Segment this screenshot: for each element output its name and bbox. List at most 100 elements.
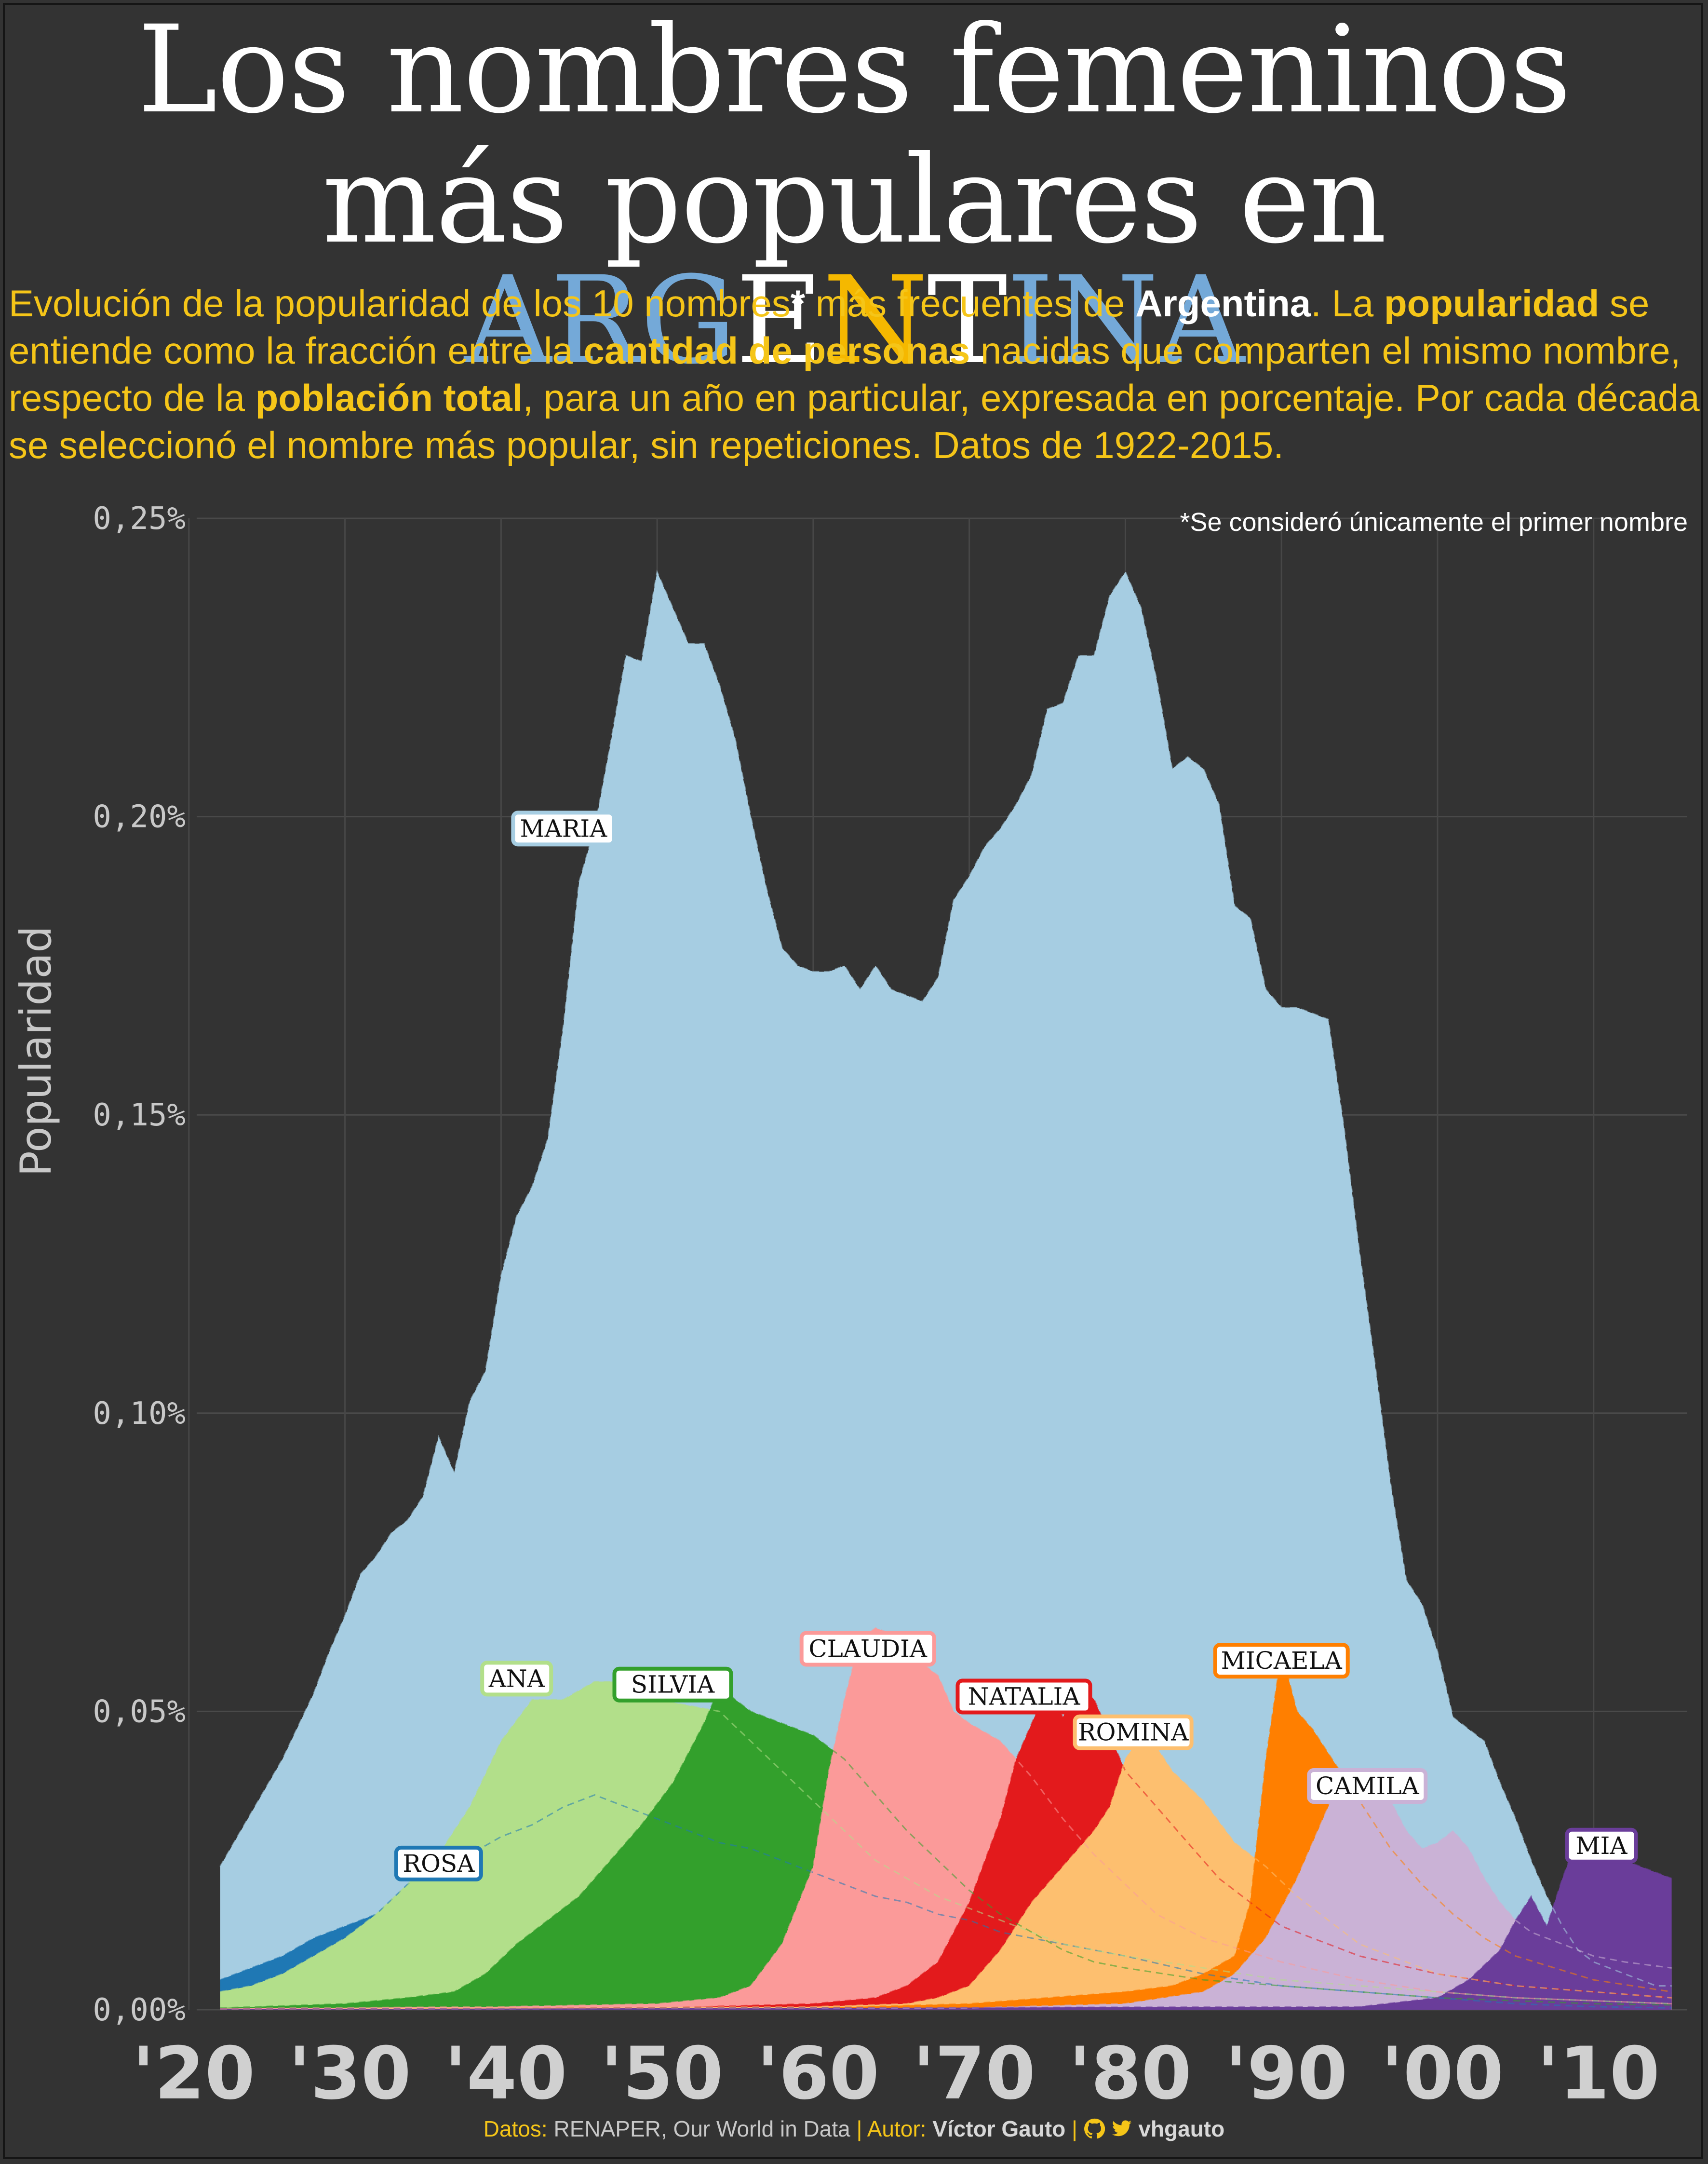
subtitle-part: . La	[1311, 282, 1384, 325]
trail-ana	[220, 1681, 1672, 2005]
caption-separator: |	[856, 2116, 862, 2141]
x-tick-label: '40	[444, 2032, 567, 2116]
label-natalia: NATALIA	[955, 1678, 1092, 1715]
page-title-line2: más populares en ARGENTINA	[0, 140, 1708, 381]
country-name: ARGENTINA	[464, 250, 1245, 391]
label-text: ROSA	[403, 1850, 475, 1878]
label-box	[480, 1661, 553, 1697]
label-text: NATALIA	[968, 1682, 1081, 1710]
area-claudia	[220, 1628, 1672, 2010]
label-box	[394, 1845, 483, 1881]
caption-datos-label: Datos:	[483, 2116, 548, 2141]
area-camila	[220, 1771, 1672, 2010]
footnote: *Se consideró únicamente el primer nombr…	[1180, 508, 1688, 537]
area-series	[220, 572, 1672, 2010]
label-text: MICAELA	[1221, 1647, 1343, 1675]
x-tick-label: '30	[288, 2032, 411, 2116]
x-axis-ticks: '20 '30 '40 '50 '60 '70 '80 '90 '00 '10	[132, 2032, 1660, 2116]
label-box	[1073, 1714, 1194, 1750]
subtitle-part: se entiende como la fracción entre la	[9, 282, 1650, 372]
label-text: ANA	[488, 1664, 545, 1692]
y-tick-label: 0,20%	[93, 799, 186, 835]
label-text: ROMINA	[1078, 1718, 1189, 1746]
label-box	[612, 1666, 733, 1703]
country-letter: I	[1006, 250, 1054, 391]
caption-handle: vhgauto	[1138, 2116, 1225, 2141]
github-icon[interactable]	[1084, 2118, 1105, 2139]
x-tick-label: '10	[1537, 2032, 1660, 2116]
area-silvia	[220, 1687, 1672, 2010]
y-axis-label: Popularidad	[11, 926, 61, 1177]
label-text: MIA	[1575, 1832, 1627, 1860]
x-tick-label: '50	[601, 2032, 724, 2116]
subtitle-bold: popularidad	[1384, 282, 1600, 325]
x-tick-label: '70	[913, 2032, 1036, 2116]
subtitle: Evolución de la popularidad de los 10 no…	[9, 280, 1701, 469]
trail-mia	[220, 1835, 1672, 2010]
label-box	[1213, 1643, 1350, 1679]
label-silvia: SILVIA	[612, 1666, 733, 1703]
x-tick-label: '90	[1225, 2032, 1348, 2116]
trail-silvia	[220, 1686, 1672, 2009]
label-text: CAMILA	[1316, 1772, 1420, 1800]
series-labels: MARIA ROSA ANA SILVIA CLAUDIA NATALIA ROMINA MI…	[394, 811, 1638, 1881]
y-tick-label: 0,05%	[93, 1694, 186, 1730]
x-tick-label: '20	[132, 2032, 255, 2116]
label-micaela: MICAELA	[1213, 1643, 1350, 1679]
label-box	[799, 1631, 936, 1667]
country-letter: G	[640, 250, 737, 391]
label-box	[955, 1678, 1092, 1715]
subtitle-star: *	[790, 282, 806, 325]
twitter-icon[interactable]	[1111, 2118, 1132, 2139]
x-tick-label: '60	[757, 2032, 880, 2116]
subtitle-bold: cantidad de personas	[583, 329, 970, 372]
caption: Datos: RENAPER, Our World in Data | Auto…	[0, 2116, 1708, 2142]
label-claudia: CLAUDIA	[799, 1631, 936, 1667]
y-axis-ticks: 0,00% 0,05% 0,10% 0,15% 0,20% 0,25%	[93, 501, 186, 2028]
title-prefix: más populares en	[322, 130, 1387, 270]
subtitle-bold: población total	[255, 377, 523, 419]
series-trails	[219, 569, 1672, 2010]
country-letter: N	[822, 250, 928, 391]
subtitle-part: , para un año en particular, expresada e…	[9, 377, 1700, 466]
y-tick-label: 0,15%	[93, 1097, 186, 1133]
trail-claudia	[220, 1627, 1672, 2009]
subtitle-part: nacidas que comparten el mismo nombre, r…	[9, 329, 1681, 419]
subtitle-bold-country: Argentina	[1135, 282, 1311, 325]
trail-natalia	[220, 1680, 1672, 2010]
page-title-line1: Los nombres femeninos	[137, 0, 1571, 140]
label-maria: MARIA	[511, 811, 616, 847]
trail-micaela	[220, 1651, 1672, 2010]
country-letter: E	[735, 250, 823, 391]
x-tick-label: '00	[1381, 2032, 1504, 2116]
caption-autor-value: Víctor Gauto	[932, 2116, 1066, 2141]
label-text: CLAUDIA	[808, 1635, 928, 1663]
label-box	[1307, 1768, 1428, 1804]
y-tick-label: 0,10%	[93, 1396, 186, 1432]
label-text: MARIA	[520, 814, 607, 842]
y-tick-label: 0,25%	[93, 501, 186, 537]
x-tick-label: '80	[1069, 2032, 1192, 2116]
label-ana: ANA	[480, 1661, 553, 1697]
label-romina: ROMINA	[1073, 1714, 1194, 1750]
caption-datos-value: RENAPER, Our World in Data	[553, 2116, 850, 2141]
label-box	[511, 811, 616, 847]
country-letter: T	[927, 250, 1008, 391]
trail-maria	[219, 569, 1672, 1987]
label-box	[1565, 1827, 1638, 1864]
country-letter: N	[1053, 250, 1158, 391]
label-mia: MIA	[1565, 1827, 1638, 1864]
label-camila: CAMILA	[1307, 1768, 1428, 1804]
subtitle-part: más frecuentes de	[805, 282, 1136, 325]
label-rosa: ROSA	[394, 1845, 483, 1881]
trail-camila	[220, 1770, 1672, 2010]
label-text: SILVIA	[631, 1671, 715, 1699]
caption-autor-label: Autor:	[867, 2116, 927, 2141]
country-letter: R	[550, 250, 641, 391]
country-letter: A	[1157, 250, 1245, 391]
subtitle-part: Evolución de la popularidad de los 10 no…	[9, 282, 791, 325]
y-tick-label: 0,00%	[93, 1992, 186, 2028]
country-letter: A	[464, 250, 551, 391]
caption-separator-2: |	[1072, 2116, 1077, 2141]
